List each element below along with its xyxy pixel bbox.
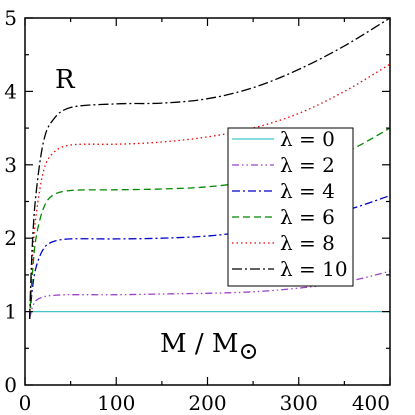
tick-labels-layer: 0 100 200 300 400 0 1 2 3 4 5 — [4, 6, 390, 415]
sun-symbol-subscript: ⊙ — [239, 337, 259, 365]
x-axis-label: M / M⊙ — [160, 329, 259, 365]
y-tick-label-3: 3 — [4, 153, 17, 177]
y-tick-label-5: 5 — [4, 6, 17, 30]
legend-label-2: λ = 4 — [280, 179, 335, 203]
series-line-5 — [28, 17, 391, 319]
legend-box — [227, 127, 354, 287]
x-tick-label-4: 400 — [352, 391, 390, 415]
legend-entry-0: λ = 0 — [232, 127, 335, 151]
legend-entry-3: λ = 6 — [232, 205, 335, 229]
legend-entry-5: λ = 10 — [232, 257, 348, 281]
y-tick-label-1: 1 — [4, 300, 17, 324]
series-line-1 — [28, 270, 391, 320]
x-tick-label-2: 200 — [188, 391, 226, 415]
legend-entry-4: λ = 8 — [232, 231, 335, 255]
y-tick-label-0: 0 — [4, 373, 17, 397]
legend: λ = 0λ = 2λ = 4λ = 6λ = 8λ = 10 — [227, 127, 354, 287]
series-line-4 — [28, 63, 391, 319]
x-tick-label-0: 0 — [19, 391, 32, 415]
legend-label-0: λ = 0 — [280, 127, 335, 151]
legend-entries: λ = 0λ = 2λ = 4λ = 6λ = 8λ = 10 — [232, 127, 348, 281]
legend-label-1: λ = 2 — [280, 153, 335, 177]
y-tick-label-4: 4 — [4, 79, 17, 103]
legend-label-3: λ = 6 — [280, 205, 335, 229]
x-tick-label-1: 100 — [97, 391, 135, 415]
y-axis-label: R — [55, 65, 76, 95]
x-axis-label-main: M / M — [160, 329, 239, 359]
legend-entry-2: λ = 4 — [232, 179, 335, 203]
ticks-layer — [24, 17, 391, 386]
legend-label-5: λ = 10 — [280, 257, 348, 281]
x-tick-label-3: 300 — [280, 391, 318, 415]
legend-entry-1: λ = 2 — [232, 153, 335, 177]
legend-label-4: λ = 8 — [280, 231, 335, 255]
y-tick-label-2: 2 — [4, 226, 17, 250]
